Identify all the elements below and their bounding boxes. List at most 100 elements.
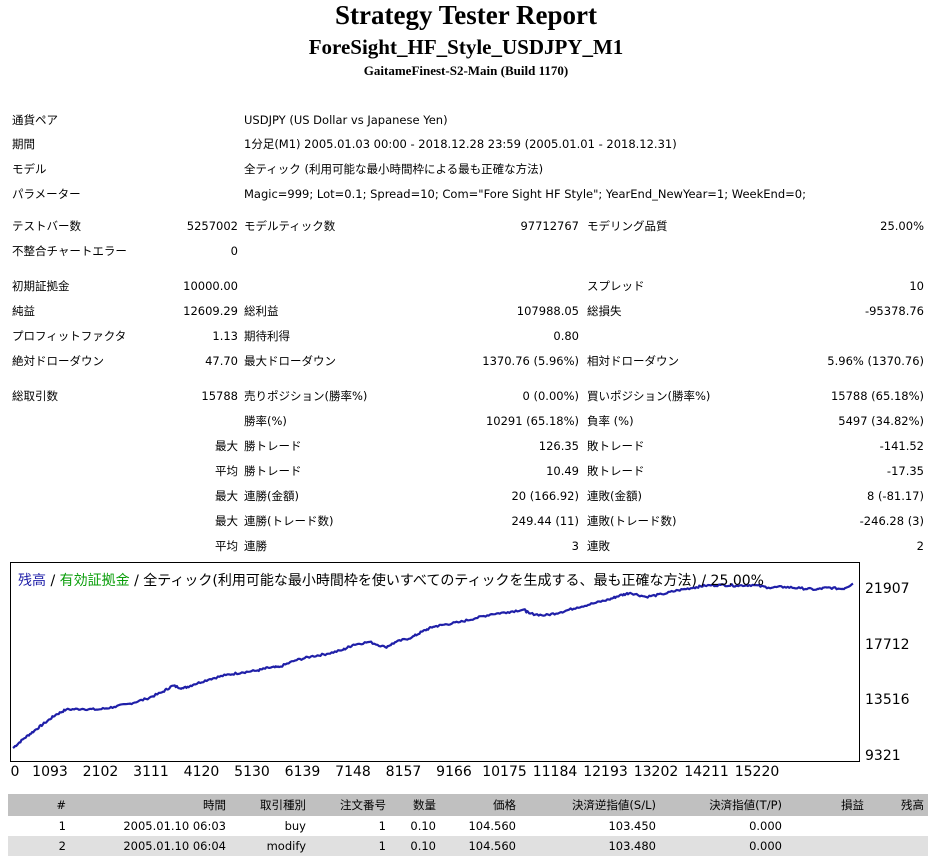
table-header-cell: 損益	[786, 794, 868, 816]
largest-win-value: 126.35	[538, 439, 579, 453]
largest-loss-label: 敗トレード	[587, 439, 645, 453]
report-title: Strategy Tester Report	[335, 0, 597, 30]
max-cons-losses-money-value: 8 (-81.17)	[866, 489, 924, 503]
x-tick-label: 12193	[583, 764, 628, 780]
x-tick-label: 11184	[532, 764, 578, 780]
table-cell: 2005.01.10 06:03	[123, 819, 226, 833]
x-tick-label: 6139	[284, 764, 321, 780]
deposit-value: 10000.00	[183, 279, 238, 293]
net-value: 12609.29	[183, 304, 238, 318]
max-cons-losses-money-label: 連敗(金額)	[587, 489, 642, 503]
ticks-value: 97712767	[520, 219, 579, 233]
table-header-cell: 数量	[390, 794, 440, 816]
bars-label: テストバー数	[12, 219, 81, 233]
y-tick-label: 13516	[865, 692, 910, 709]
table-cell: 104.560	[440, 836, 520, 856]
chart-legend: 残高 / 有効証拠金 / 全ティック(利用可能な最小時間枠を使いすべてのティック…	[18, 570, 764, 590]
model-value: 全ティック (利用可能な最小時間枠による最も正確な方法)	[244, 162, 544, 176]
net-label: 純益	[12, 304, 35, 318]
legend-balance: 残高	[18, 573, 46, 589]
max-cons-wins-money-value: 20 (166.92)	[511, 489, 579, 503]
table-header-cell: #	[8, 794, 70, 816]
legend-description: / 全ティック(利用可能な最小時間枠を使いすべてのティックを生成する、最も正確な…	[129, 573, 764, 589]
table-cell: 0.000	[749, 819, 782, 833]
max-cons-wins-money-label: 連勝(金額)	[244, 489, 299, 503]
abs-dd-value: 47.70	[205, 354, 238, 368]
balance-chart: 残高 / 有効証拠金 / 全ティック(利用可能な最小時間枠を使いすべてのティック…	[10, 562, 860, 762]
pf-value: 1.13	[212, 329, 238, 343]
legend-equity: 有効証拠金	[59, 573, 130, 589]
params-value: Magic=999; Lot=0.1; Spread=10; Com="Fore…	[244, 187, 806, 201]
avg-cons-wins-label: 連勝	[244, 539, 267, 553]
table-cell: buy	[284, 819, 306, 833]
avg-cons-wins-value: 3	[571, 539, 579, 553]
spread-value: 10	[909, 279, 924, 293]
trades-value: 15788	[201, 389, 238, 403]
params-label: パラメーター	[12, 187, 81, 201]
table-cell: 103.480	[520, 836, 660, 856]
deposit-label: 初期証拠金	[12, 279, 70, 293]
quality-label: モデリング品質	[587, 219, 668, 233]
win-rate-label: 勝率(%)	[244, 414, 287, 428]
gross-profit-value: 107988.05	[516, 304, 579, 318]
table-cell	[786, 816, 868, 836]
max-cons-loss-value: -246.28 (3)	[859, 514, 924, 528]
largest-win-label: 勝トレード	[244, 439, 302, 453]
period-value: 1分足(M1) 2005.01.03 00:00 - 2018.12.28 23…	[244, 137, 677, 151]
table-header-cell: 時間	[70, 794, 230, 816]
table-cell: 1	[378, 819, 386, 833]
table-cell: 2005.01.10 06:04	[70, 836, 230, 856]
x-tick-label: 0	[10, 764, 20, 780]
x-tick-label: 3111	[133, 764, 169, 780]
x-tick-label: 10175	[482, 764, 527, 780]
table-cell: 1	[310, 836, 390, 856]
avg-win-value: 10.49	[546, 464, 579, 478]
max-cons-profit-label: 連勝(トレード数)	[244, 514, 334, 528]
average-prefix: 平均	[215, 464, 238, 478]
gross-loss-label: 総損失	[587, 304, 622, 318]
x-tick-label: 14211	[684, 764, 729, 780]
pair-label: 通貨ペア	[12, 113, 58, 127]
rel-dd-value: 5.96% (1370.76)	[827, 354, 924, 368]
table-cell	[868, 816, 928, 836]
largest-loss-value: -141.52	[879, 439, 924, 453]
avg-prefix-2: 平均	[215, 539, 238, 553]
y-tick-label: 9321	[865, 748, 901, 764]
table-header-cell: 決済逆指値(S/L)	[520, 794, 660, 816]
period-label: 期間	[12, 137, 35, 151]
table-cell: 103.450	[608, 819, 656, 833]
y-tick-label: 21907	[865, 581, 910, 598]
spread-label: スプレッド	[587, 279, 645, 293]
table-cell	[868, 836, 928, 856]
table-cell: 0.10	[410, 819, 436, 833]
table-cell: 0.000	[660, 836, 786, 856]
loss-rate-value: 5497 (34.82%)	[838, 414, 924, 428]
long-value: 15788 (65.18%)	[830, 389, 924, 403]
ea-name: ForeSight_HF_Style_USDJPY_M1	[308, 35, 624, 59]
server-build: GaitameFinest-S2-Main (Build 1170)	[363, 63, 569, 78]
avg-loss-value: -17.35	[886, 464, 924, 478]
max-prefix-2: 最大	[215, 514, 238, 528]
balance-line	[12, 582, 854, 749]
table-row: 2 2005.01.10 06:04 modify 1 0.10 104.560 103.4…	[8, 836, 928, 856]
table-cell: 2	[8, 836, 70, 856]
x-tick-label: 7148	[335, 764, 371, 780]
table-header-row: # 時間 取引種別 注文番号 数量 価格 決済逆指値(S/L) 決済指値(T/P) 損益 残高	[8, 794, 928, 816]
expected-value: 0.80	[553, 329, 579, 343]
x-tick-label: 13202	[633, 764, 679, 780]
gross-profit-label: 総利益	[244, 304, 279, 318]
table-cell: 1	[58, 819, 66, 833]
bars-value: 5257002	[186, 219, 238, 233]
table-row: 1 2005.01.10 06:03 buy 1 0.10 104.560 103.450 0…	[8, 816, 928, 836]
short-value: 0 (0.00%)	[522, 389, 579, 403]
trades-table: # 時間 取引種別 注文番号 数量 価格 決済逆指値(S/L) 決済指値(T/P) 損益 残高 1…	[8, 794, 928, 856]
legend-separator: /	[46, 573, 60, 589]
table-header-cell: 価格	[440, 794, 520, 816]
gross-loss-value: -95378.76	[864, 304, 924, 318]
table-body: 1 2005.01.10 06:03 buy 1 0.10 104.560 103.450 0…	[8, 816, 928, 856]
table-header-cell: 残高	[868, 794, 928, 816]
model-label: モデル	[12, 162, 47, 176]
avg-cons-losses-label: 連敗	[587, 539, 610, 553]
table-header-cell: 注文番号	[310, 794, 390, 816]
abs-dd-label: 絶対ドローダウン	[12, 354, 104, 368]
